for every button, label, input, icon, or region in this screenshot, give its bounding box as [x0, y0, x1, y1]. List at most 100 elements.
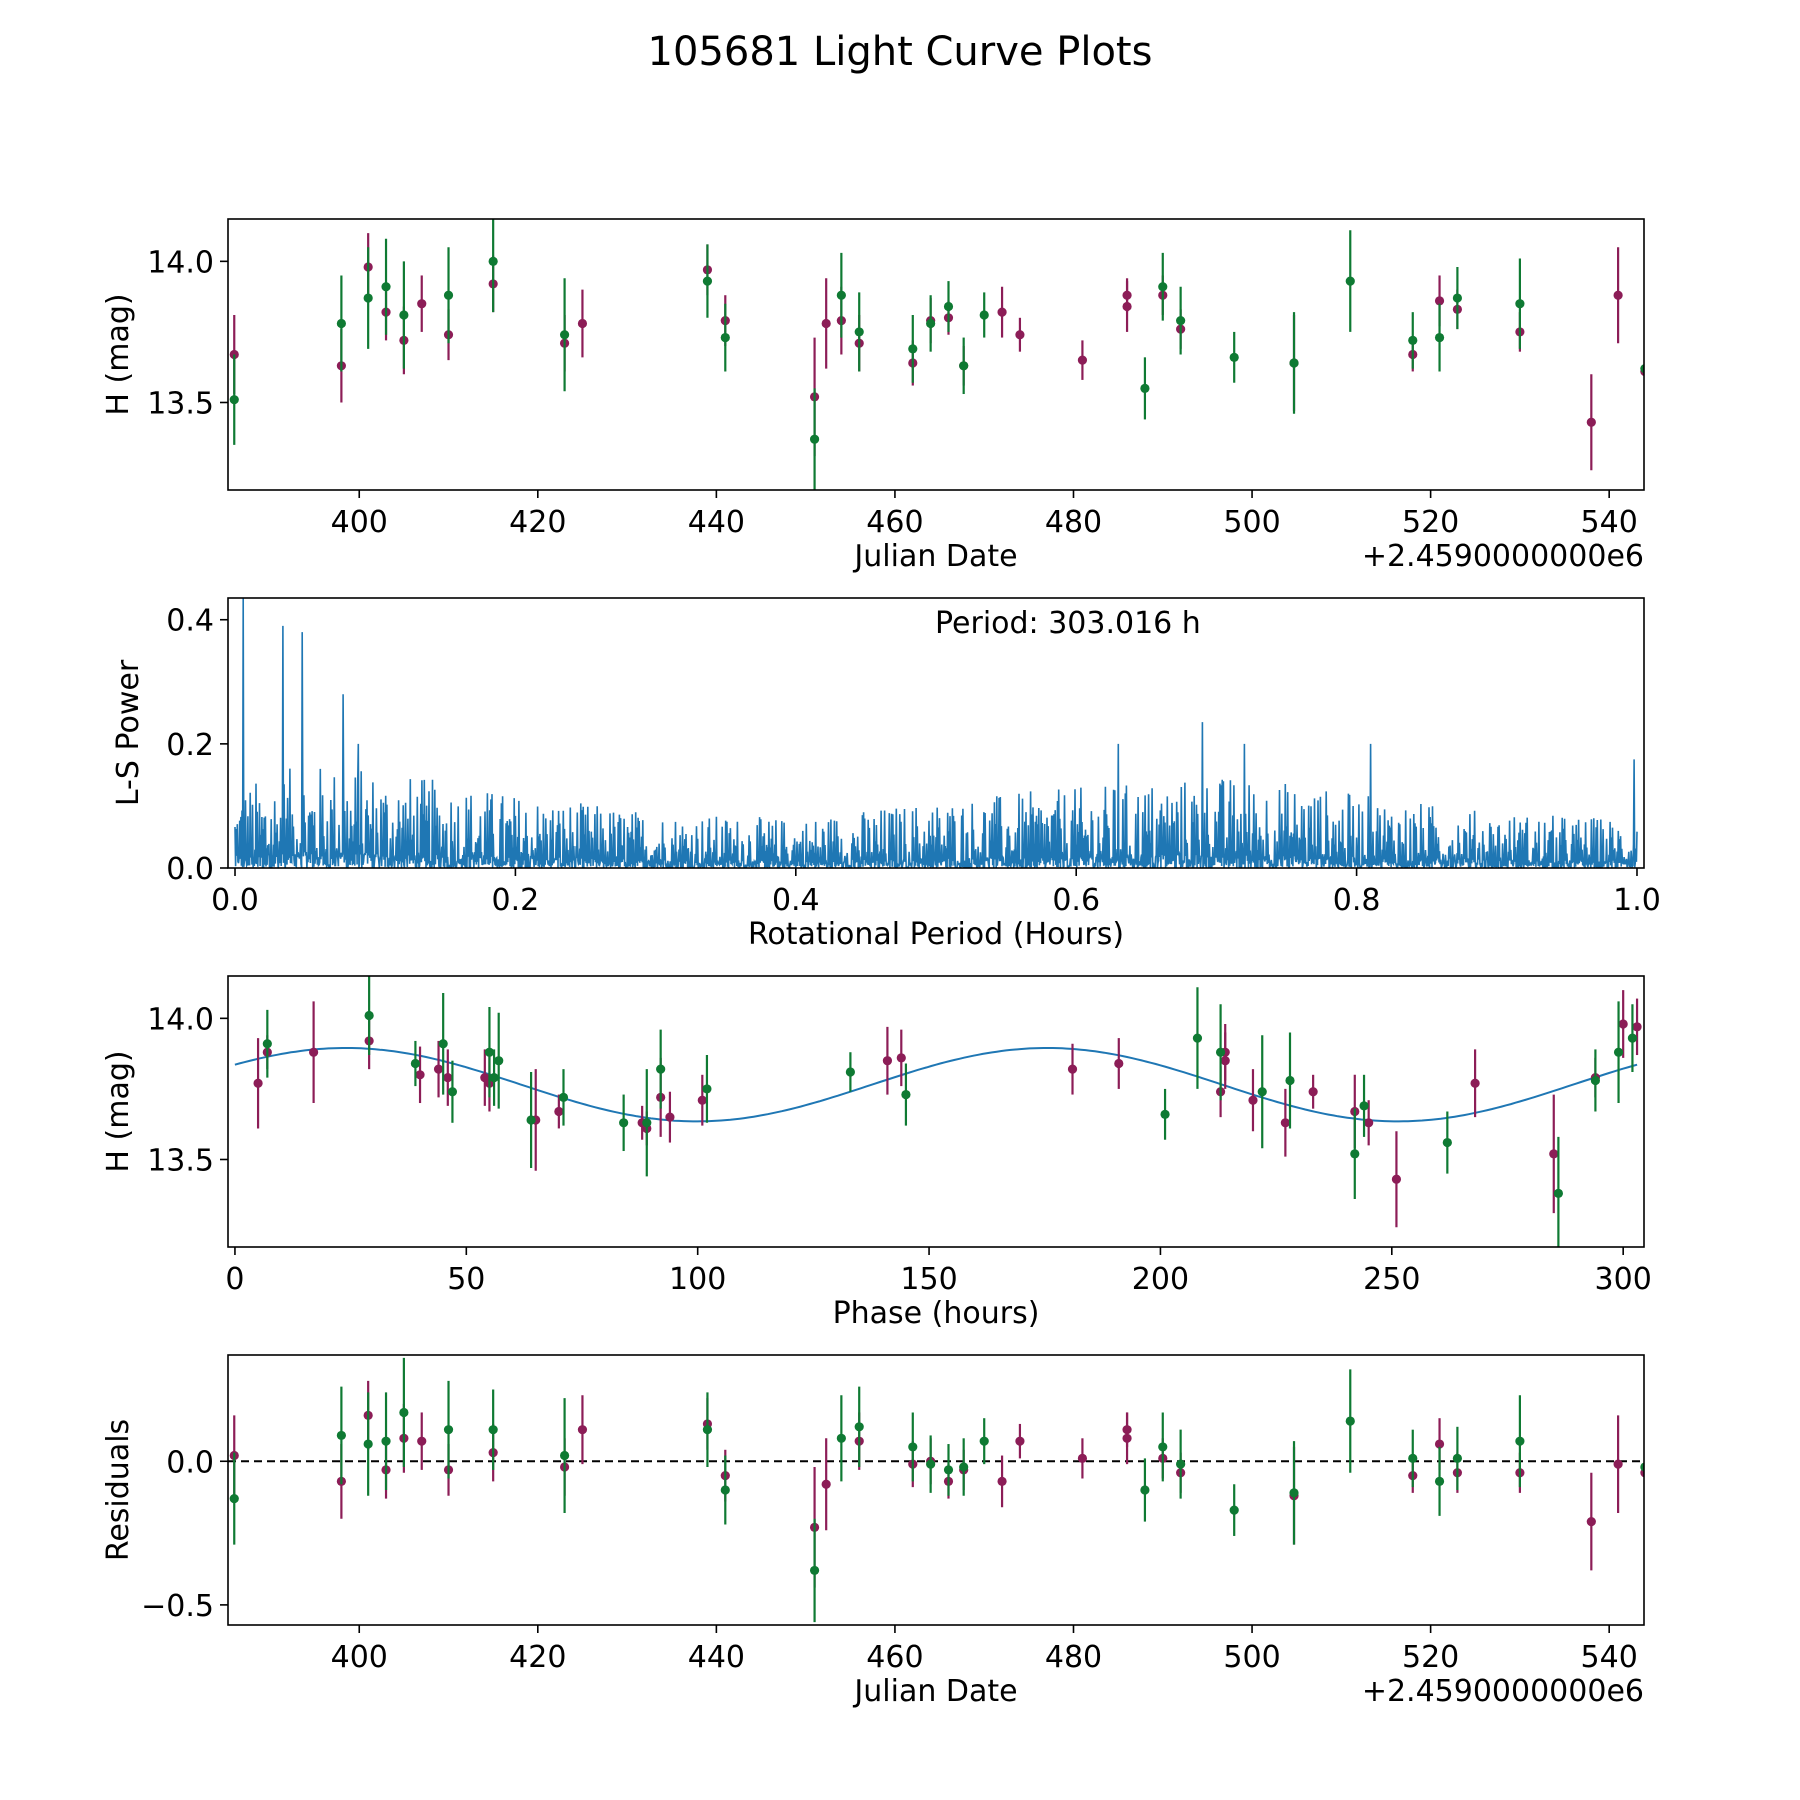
x-tick-label: 250: [1363, 1262, 1420, 1297]
green-data-point: [908, 1442, 918, 1452]
magenta-data-point: [821, 318, 831, 329]
axes-frame: [227, 597, 1645, 869]
y-tick-label: 13.5: [147, 386, 214, 421]
magenta-data-point: [1067, 1064, 1078, 1074]
green-data-point: [558, 1092, 569, 1102]
green-data-point: [809, 434, 820, 444]
x-tick-label: 0.8: [1333, 883, 1381, 918]
lightcurve-panel: 400 420 440 460 480 500 520 540 13.5 14.0 Julian D…: [101, 218, 1645, 574]
x-tick-label: 420: [509, 1640, 566, 1675]
x-tick-label: 300: [1595, 1262, 1652, 1297]
green-data-point: [1515, 299, 1525, 309]
green-data-point: [1350, 1149, 1360, 1159]
green-data-point: [1553, 1188, 1563, 1198]
x-tick-label: 100: [669, 1262, 726, 1297]
magenta-data-point: [896, 1053, 906, 1063]
green-data-point: [720, 332, 730, 343]
green-series: [229, 1357, 1644, 1623]
green-data-point: [494, 1056, 504, 1066]
green-data-point: [1192, 1033, 1203, 1043]
green-data-point: [1229, 352, 1239, 362]
y-tick-label: 0.4: [166, 604, 214, 639]
magenta-data-point: [1308, 1087, 1318, 1097]
y-axis-label: H (mag): [101, 1050, 136, 1172]
green-data-point: [1257, 1087, 1267, 1097]
green-data-point: [1452, 293, 1463, 303]
magenta-data-point: [997, 307, 1007, 317]
green-data-point: [979, 1436, 989, 1446]
green-data-point: [836, 1433, 846, 1443]
phasefold-panel: 0 50 100 150 200 250 300 13.5 14.0 Phase (hours) H…: [101, 975, 1652, 1331]
y-axis-label: Residuals: [101, 1419, 136, 1561]
green-data-point: [1176, 1459, 1186, 1469]
axes-frame: [227, 218, 1645, 491]
x-tick-label: 200: [1132, 1262, 1189, 1297]
magenta-data-point: [417, 1436, 427, 1446]
green-data-point: [1442, 1137, 1452, 1148]
x-tick-label: 440: [688, 1640, 745, 1675]
green-data-point: [381, 1436, 391, 1446]
green-data-point: [559, 1450, 570, 1461]
green-data-point: [363, 1439, 373, 1449]
magenta-data-point: [1122, 1425, 1132, 1435]
magenta-data-point: [1632, 1022, 1642, 1032]
green-data-point: [1359, 1101, 1369, 1111]
green-data-point: [1140, 1485, 1150, 1495]
green-data-point: [702, 1084, 712, 1094]
magenta-data-point: [1586, 1516, 1596, 1527]
magenta-data-point: [665, 1112, 675, 1122]
x-axis-label: Julian Date: [852, 1674, 1017, 1709]
magenta-data-point: [997, 1476, 1007, 1486]
green-data-point: [1229, 1505, 1239, 1515]
magenta-data-point: [821, 1479, 831, 1489]
green-data-point: [1289, 358, 1299, 368]
green-data-point: [489, 1073, 499, 1083]
magenta-data-point: [1248, 1095, 1258, 1105]
y-axis-label: L-S Power: [111, 659, 146, 806]
x-axis-label: Phase (hours): [833, 1296, 1040, 1331]
green-data-point: [1215, 1047, 1226, 1057]
green-data-point: [1613, 1047, 1624, 1057]
green-data-point: [262, 1039, 272, 1049]
green-data-point: [1345, 276, 1355, 286]
magenta-series: [253, 990, 1642, 1228]
green-data-point: [443, 290, 454, 300]
green-data-point: [381, 282, 391, 292]
magenta-data-point: [1015, 330, 1025, 340]
green-data-point: [1408, 1453, 1418, 1464]
magenta-data-point: [1613, 290, 1623, 300]
green-data-point: [1434, 332, 1445, 343]
green-data-point: [1160, 1109, 1170, 1119]
magenta-data-point: [433, 1064, 444, 1074]
x-tick-label: 500: [1223, 1640, 1280, 1675]
magenta-data-point: [1280, 1118, 1290, 1128]
x-tick-label: 520: [1402, 505, 1459, 540]
green-data-point: [438, 1039, 448, 1049]
magenta-data-point: [1586, 417, 1596, 427]
magenta-data-point: [554, 1106, 564, 1117]
magenta-data-point: [1470, 1078, 1480, 1088]
x-tick-label: 480: [1045, 505, 1102, 540]
green-data-point: [364, 1010, 374, 1021]
green-series: [229, 219, 1644, 490]
green-data-point: [1640, 364, 1644, 374]
green-data-point: [656, 1064, 666, 1074]
green-data-point: [854, 1422, 864, 1432]
magenta-data-point: [1618, 1019, 1628, 1029]
x-axis-label: Julian Date: [852, 539, 1017, 574]
y-tick-label: 0.0: [166, 1445, 214, 1480]
x-tick-label: 150: [900, 1262, 957, 1297]
magenta-data-point: [1613, 1459, 1623, 1469]
green-data-point: [959, 361, 969, 371]
magenta-data-point: [1015, 1436, 1025, 1446]
green-data-point: [1285, 1075, 1295, 1086]
green-data-point: [447, 1087, 458, 1097]
green-data-point: [1434, 1476, 1445, 1486]
x-tick-label: 500: [1223, 505, 1280, 540]
green-data-point: [399, 310, 409, 320]
x-tick-label: 540: [1581, 505, 1638, 540]
magenta-series: [229, 233, 1644, 471]
